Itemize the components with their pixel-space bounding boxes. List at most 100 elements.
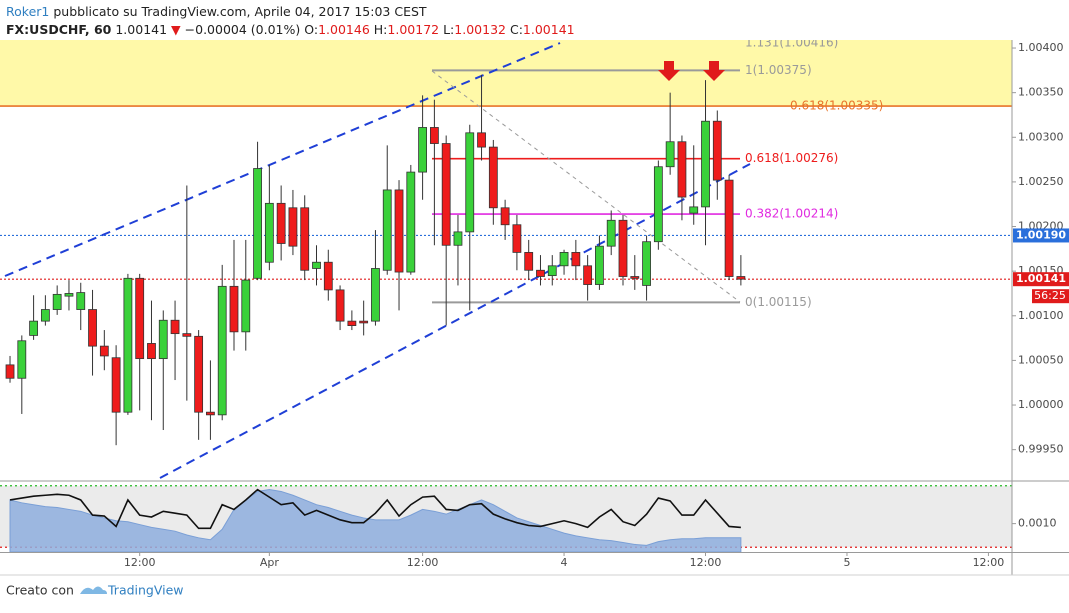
candle-body bbox=[264, 202, 274, 263]
direction: ▼ bbox=[171, 22, 181, 37]
x-tick-label: 12:00 bbox=[124, 556, 156, 569]
candle-body bbox=[217, 285, 227, 416]
price-tag-label: 1.00141 bbox=[1016, 272, 1066, 285]
y-tick-label: 1.00000 bbox=[1018, 398, 1064, 411]
countdown-tag bbox=[1032, 289, 1069, 304]
x-tick-label: 12:00 bbox=[973, 556, 1005, 569]
candle-body bbox=[99, 345, 109, 357]
candle-body bbox=[335, 289, 345, 322]
candle-body bbox=[52, 293, 62, 310]
candle-body bbox=[724, 179, 734, 277]
candle-body bbox=[418, 127, 427, 173]
drawings bbox=[4, 42, 751, 479]
candle-body bbox=[595, 245, 604, 285]
candle-body bbox=[111, 357, 121, 413]
candle-body bbox=[229, 285, 239, 333]
symbol: FX:USDCHF, 60 bbox=[6, 22, 112, 37]
arrow bbox=[703, 61, 725, 81]
y-tick-label: 1.00300 bbox=[1018, 130, 1064, 143]
candle-body bbox=[253, 168, 262, 279]
price-tag bbox=[1013, 272, 1069, 287]
candle-body bbox=[206, 411, 215, 416]
candle-body bbox=[642, 241, 651, 286]
fib-label: 0.618(1.00335) bbox=[790, 99, 883, 113]
candle-body bbox=[477, 132, 486, 148]
levels-layer: 1.131(1.00416) 1(1.00375) 0.618(1.00335) 0.… bbox=[0, 40, 1012, 309]
y-tick-label: 1.00050 bbox=[1018, 353, 1064, 366]
footer: Creato con TradingView bbox=[6, 583, 184, 598]
brand-logo[interactable] bbox=[80, 586, 107, 595]
fib-label: 0.382(1.00214) bbox=[745, 207, 838, 221]
candle-body bbox=[371, 268, 380, 322]
price-tag bbox=[1013, 228, 1069, 243]
y-tick-label: 1.00350 bbox=[1018, 86, 1064, 99]
candle-body bbox=[500, 207, 510, 226]
candle-body bbox=[583, 265, 593, 285]
candle-body bbox=[736, 276, 746, 280]
open-value: 1.00146 bbox=[318, 22, 370, 37]
header: Roker1 pubblicato su TradingView.com, Ap… bbox=[6, 4, 575, 37]
candle-body bbox=[288, 207, 298, 247]
candle-body bbox=[606, 219, 616, 247]
close-value: 1.00141 bbox=[523, 22, 575, 37]
axes: 1.004001.003501.003001.002501.002001.001… bbox=[0, 40, 1069, 576]
y-tick-label: 1.00250 bbox=[1018, 175, 1064, 188]
candle-body bbox=[441, 143, 451, 246]
indicator-line bbox=[9, 488, 741, 530]
candle-body bbox=[653, 166, 663, 243]
author[interactable]: Roker1 bbox=[6, 4, 49, 19]
candle-body bbox=[394, 189, 404, 273]
candle-body bbox=[359, 320, 369, 324]
x-tick-label: 12:00 bbox=[407, 556, 439, 569]
change: −0.00004 (0.01%) bbox=[185, 22, 301, 37]
candle-body bbox=[182, 333, 192, 337]
candle-body bbox=[135, 277, 145, 360]
candle-body bbox=[170, 319, 180, 335]
candle-body bbox=[5, 364, 15, 379]
channel-upper bbox=[4, 42, 561, 277]
candle-body bbox=[689, 206, 699, 214]
fib-trend bbox=[431, 70, 741, 303]
high-value: 1.00172 bbox=[387, 22, 439, 37]
candle-body bbox=[453, 231, 463, 246]
indicator-tick-label: 0.0010 bbox=[1018, 517, 1057, 530]
y-tick-label: 0.99950 bbox=[1018, 443, 1064, 456]
y-tick-label: 1.00100 bbox=[1018, 309, 1064, 322]
candle-body bbox=[665, 141, 675, 168]
price-tag-label: 1.00190 bbox=[1016, 228, 1066, 241]
candle-body bbox=[559, 252, 569, 267]
candle-body bbox=[123, 277, 133, 413]
y-tick-label: 1.00400 bbox=[1018, 41, 1064, 54]
countdown: 56:25 bbox=[1034, 289, 1066, 302]
candle-body bbox=[465, 132, 475, 233]
candle-body bbox=[17, 340, 27, 379]
low-label: L: bbox=[443, 22, 454, 37]
footer-brand[interactable]: TradingView bbox=[107, 583, 184, 598]
candle-body bbox=[29, 320, 38, 336]
candle-body bbox=[512, 224, 522, 253]
candle-body bbox=[158, 319, 168, 360]
candle-body bbox=[64, 293, 74, 297]
candle-body bbox=[630, 276, 640, 279]
candle-body bbox=[488, 146, 498, 209]
published: pubblicato su TradingView.com, Aprile 04… bbox=[53, 4, 427, 19]
arrows bbox=[658, 61, 725, 81]
low-value: 1.00132 bbox=[454, 22, 506, 37]
candle-body bbox=[147, 343, 156, 360]
high-label: H: bbox=[374, 22, 388, 37]
candle-body bbox=[571, 252, 581, 267]
candle-body bbox=[712, 120, 722, 181]
arrow bbox=[658, 61, 680, 81]
close-label: C: bbox=[510, 22, 523, 37]
candle-body bbox=[382, 189, 392, 271]
candle-body bbox=[323, 261, 333, 291]
candle-body bbox=[40, 309, 50, 322]
candle-body bbox=[406, 171, 416, 273]
candle-body bbox=[312, 261, 321, 269]
candle-body bbox=[76, 292, 86, 310]
channel-lower bbox=[159, 163, 751, 479]
zone-layer bbox=[0, 40, 1012, 107]
candle-body bbox=[618, 219, 628, 277]
